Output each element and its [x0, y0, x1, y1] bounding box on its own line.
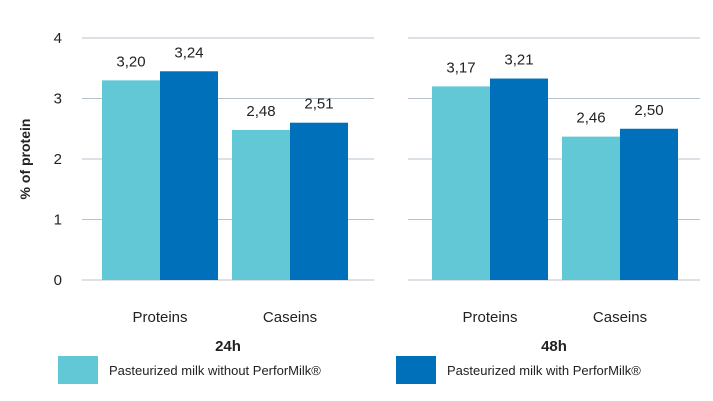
- bar-24h-proteins-series-1: [102, 80, 160, 280]
- legend-label: Pasteurized milk without PerforMilk®: [109, 363, 321, 378]
- data-label: 2,48: [246, 103, 275, 120]
- data-label: 3,24: [174, 44, 203, 61]
- bar-48h-caseins-series-2: [620, 128, 678, 280]
- bar-48h-proteins-series-2: [490, 78, 548, 280]
- y-axis: 0 1 2 3 4: [54, 30, 62, 289]
- y-tick-label: 4: [54, 30, 62, 47]
- category-label: Caseins: [593, 309, 647, 326]
- legend: Pasteurized milk without PerforMilk® Past…: [58, 356, 641, 384]
- bar-48h-proteins-series-1: [432, 86, 490, 281]
- y-tick-label: 0: [54, 272, 62, 289]
- data-label: 2,51: [304, 96, 333, 113]
- category-labels: Proteins Caseins Proteins Caseins: [132, 309, 647, 326]
- bar-24h-caseins-series-2: [290, 122, 348, 280]
- y-tick-label: 3: [54, 91, 62, 108]
- bar-24h-caseins-series-1: [232, 129, 290, 280]
- data-label: 3,21: [504, 52, 533, 69]
- legend-label: Pasteurized milk with PerforMilk®: [447, 363, 641, 378]
- y-axis-label: % of protein: [17, 119, 33, 200]
- panel-labels: 24h 48h: [215, 338, 567, 355]
- category-label: Proteins: [462, 309, 517, 326]
- data-label: 2,50: [634, 102, 663, 119]
- bar-48h-caseins-series-1: [562, 136, 620, 280]
- bar-24h-proteins-series-2: [160, 71, 218, 281]
- y-tick-label: 2: [54, 151, 62, 168]
- panel-label: 24h: [215, 338, 241, 355]
- data-label: 3,17: [446, 59, 475, 76]
- category-label: Caseins: [263, 309, 317, 326]
- data-label: 2,46: [576, 110, 605, 127]
- category-label: Proteins: [132, 309, 187, 326]
- legend-swatch: [396, 356, 436, 384]
- panel-label: 48h: [541, 338, 567, 355]
- y-tick-label: 1: [54, 212, 62, 229]
- data-label: 3,20: [116, 53, 145, 70]
- bars: [102, 71, 678, 281]
- data-labels: 3,20 3,24 2,48 2,51 3,17 3,21 2,46 2,50: [116, 44, 663, 126]
- legend-swatch: [58, 356, 98, 384]
